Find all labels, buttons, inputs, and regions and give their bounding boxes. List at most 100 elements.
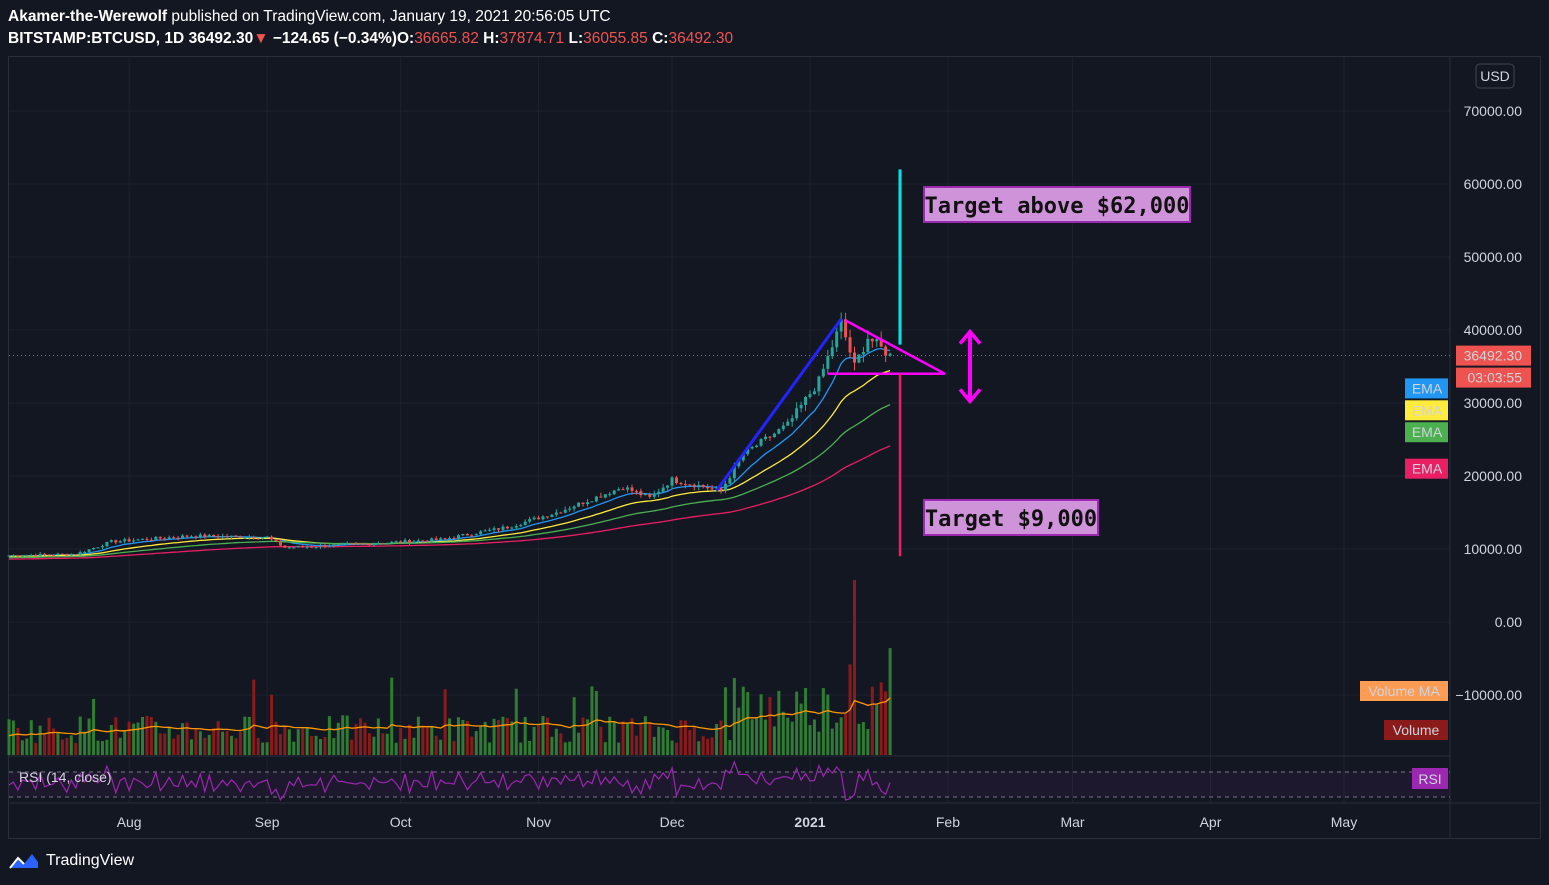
y-tick-label: 40000.00 [1464,322,1523,338]
target-down-text: Target $9,000 [925,507,1097,532]
candle-body [238,536,242,539]
down-arrow-icon: ▼ [253,30,269,47]
candle-body [599,496,603,498]
volume-bar [416,716,420,755]
volume-bar [488,742,492,755]
volume-bar [461,719,465,755]
volume-label: Volume [1393,722,1440,738]
volume-bar [341,715,345,755]
volume-bar [20,740,24,755]
candle-body [844,319,848,338]
candle-body [43,553,47,555]
candle-body [670,477,674,486]
volume-bar [243,716,247,755]
ema-badge [1405,458,1448,479]
candle-body [96,547,100,549]
rsi-badge-label: RSI [1418,771,1441,787]
volume-bar [265,742,269,755]
volume-bar [109,725,113,755]
candle-body [221,536,225,538]
candle-body [523,521,527,526]
volume-bar [118,737,122,755]
volume-bar [697,741,701,755]
candle-body [47,554,51,556]
volume-bar [692,726,696,755]
volume-bar [452,741,456,755]
candle-body [16,555,20,557]
volume-bar [639,722,643,755]
currency-box [1475,63,1515,89]
candle-body [777,429,781,434]
volume-bar [403,738,407,755]
candle-body [710,488,714,490]
candle-body [554,512,558,515]
y-tick-label: 60000.00 [1464,176,1523,192]
candle-body [594,496,598,502]
candle-body [492,528,496,530]
candle-body [452,537,456,539]
volume-bar [434,735,438,755]
last-price: 36492.30 [188,30,254,47]
candle-body [764,436,767,440]
candle-body [314,546,318,548]
candle-body [336,544,340,546]
volume-bar [537,725,541,755]
candle-body [443,538,447,540]
author-name[interactable]: Akamer-the-Werewolf [8,8,168,25]
volume-bar [136,722,140,755]
volume-bar [114,717,118,755]
candle-body [332,544,336,547]
candle-body [630,487,634,491]
volume-bar [456,717,460,755]
volume-bar [443,689,447,755]
volume-bar [808,725,812,755]
triangle-upper-line [845,319,946,375]
x-tick-label: Apr [1200,814,1222,830]
candle-body [363,543,367,545]
candle-body [172,537,176,539]
candle-body [323,545,327,547]
volume-bar [554,728,558,755]
arrow-up-icon [958,328,982,345]
volume-bar [421,725,425,755]
candle-body [692,484,696,488]
volume-bar [203,737,207,755]
volume-bar [359,718,363,755]
candle-body [514,526,518,528]
tradingview-branding[interactable]: TradingView [8,850,134,872]
ohlc-line: BITSTAMP:BTCUSD, 1D 36492.30▼ −124.65 (−… [8,28,733,50]
change-value: −124.65 (−0.34%) [272,30,397,47]
candle-body [154,536,158,540]
candle-body [621,489,625,491]
candle-body [20,555,24,557]
volume-bar [247,716,251,755]
ema-badge [1405,422,1448,443]
volume-bar [683,720,687,755]
candle-body [590,501,594,503]
candle-body [385,542,389,544]
last-price-badge [1456,345,1531,366]
chart-frame[interactable] [8,56,1541,839]
candle-body [194,536,198,538]
candle-body [109,540,113,542]
chart-header: Akamer-the-Werewolf published on Trading… [8,6,733,50]
candle-body [550,514,554,518]
candle-body [350,543,354,545]
candle-body [679,483,683,485]
rsi-band-fill [9,772,1450,797]
candle-body [603,494,607,498]
volume-bar [470,736,474,755]
volume-bar [332,738,336,755]
candle-body [127,539,131,542]
x-tick-label: Dec [660,814,685,830]
high-value: 37874.71 [499,30,565,47]
x-tick-label: Sep [255,814,280,830]
candle-body [421,540,425,542]
volume-bar [772,726,776,755]
candle-body [212,534,216,537]
candle-body [741,454,745,461]
volume-bar [465,720,469,755]
candle-body [283,545,287,548]
candle-body [354,543,358,545]
